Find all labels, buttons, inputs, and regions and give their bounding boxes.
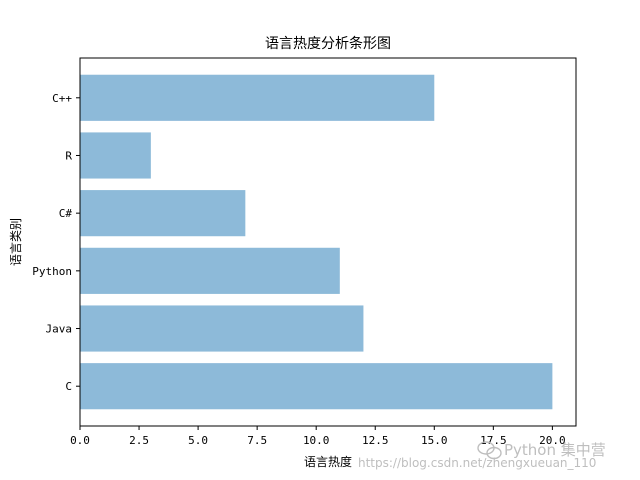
bar-C (80, 363, 553, 410)
y-tick-label: C (65, 380, 72, 393)
x-tick-label: 5.0 (188, 434, 208, 447)
x-tick-label: 0.0 (70, 434, 90, 447)
x-axis-ticks: 0.0 2.5 5.0 7.5 10.0 12.5 15.0 17.5 20.0 (70, 426, 566, 447)
x-tick-label: 12.5 (362, 434, 389, 447)
y-tick-label: C++ (52, 92, 72, 105)
plot-frame (79, 57, 577, 427)
y-tick-label: C# (59, 207, 73, 220)
x-tick-label: 2.5 (129, 434, 149, 447)
watermark: Python 集中营 https://blog.csdn.net/zhengxu… (358, 441, 606, 470)
x-tick-label: 20.0 (539, 434, 566, 447)
x-tick-label: 17.5 (480, 434, 507, 447)
x-tick-label: 15.0 (421, 434, 448, 447)
y-axis-label: 语言类别 (9, 218, 23, 266)
y-tick-label: Python (32, 265, 72, 278)
x-tick-label: 7.5 (247, 434, 267, 447)
watermark-brand: Python 集中营 (504, 441, 606, 459)
bar-Java (80, 305, 364, 352)
bars-group (80, 74, 553, 410)
bar-C++ (80, 74, 435, 121)
x-tick-label: 10.0 (303, 434, 330, 447)
chart-title: 语言热度分析条形图 (265, 35, 391, 52)
y-tick-label: R (65, 149, 72, 162)
bar-R (80, 132, 151, 179)
y-tick-label: Java (46, 323, 73, 336)
bar-C# (80, 190, 246, 237)
x-axis-label: 语言热度 (304, 454, 352, 469)
wechat-icon (477, 441, 502, 460)
y-axis-ticks: C Java Python C# R C++ (32, 92, 80, 393)
bar-Python (80, 247, 340, 294)
watermark-url: https://blog.csdn.net/zhengxueuan_110 (358, 456, 596, 470)
